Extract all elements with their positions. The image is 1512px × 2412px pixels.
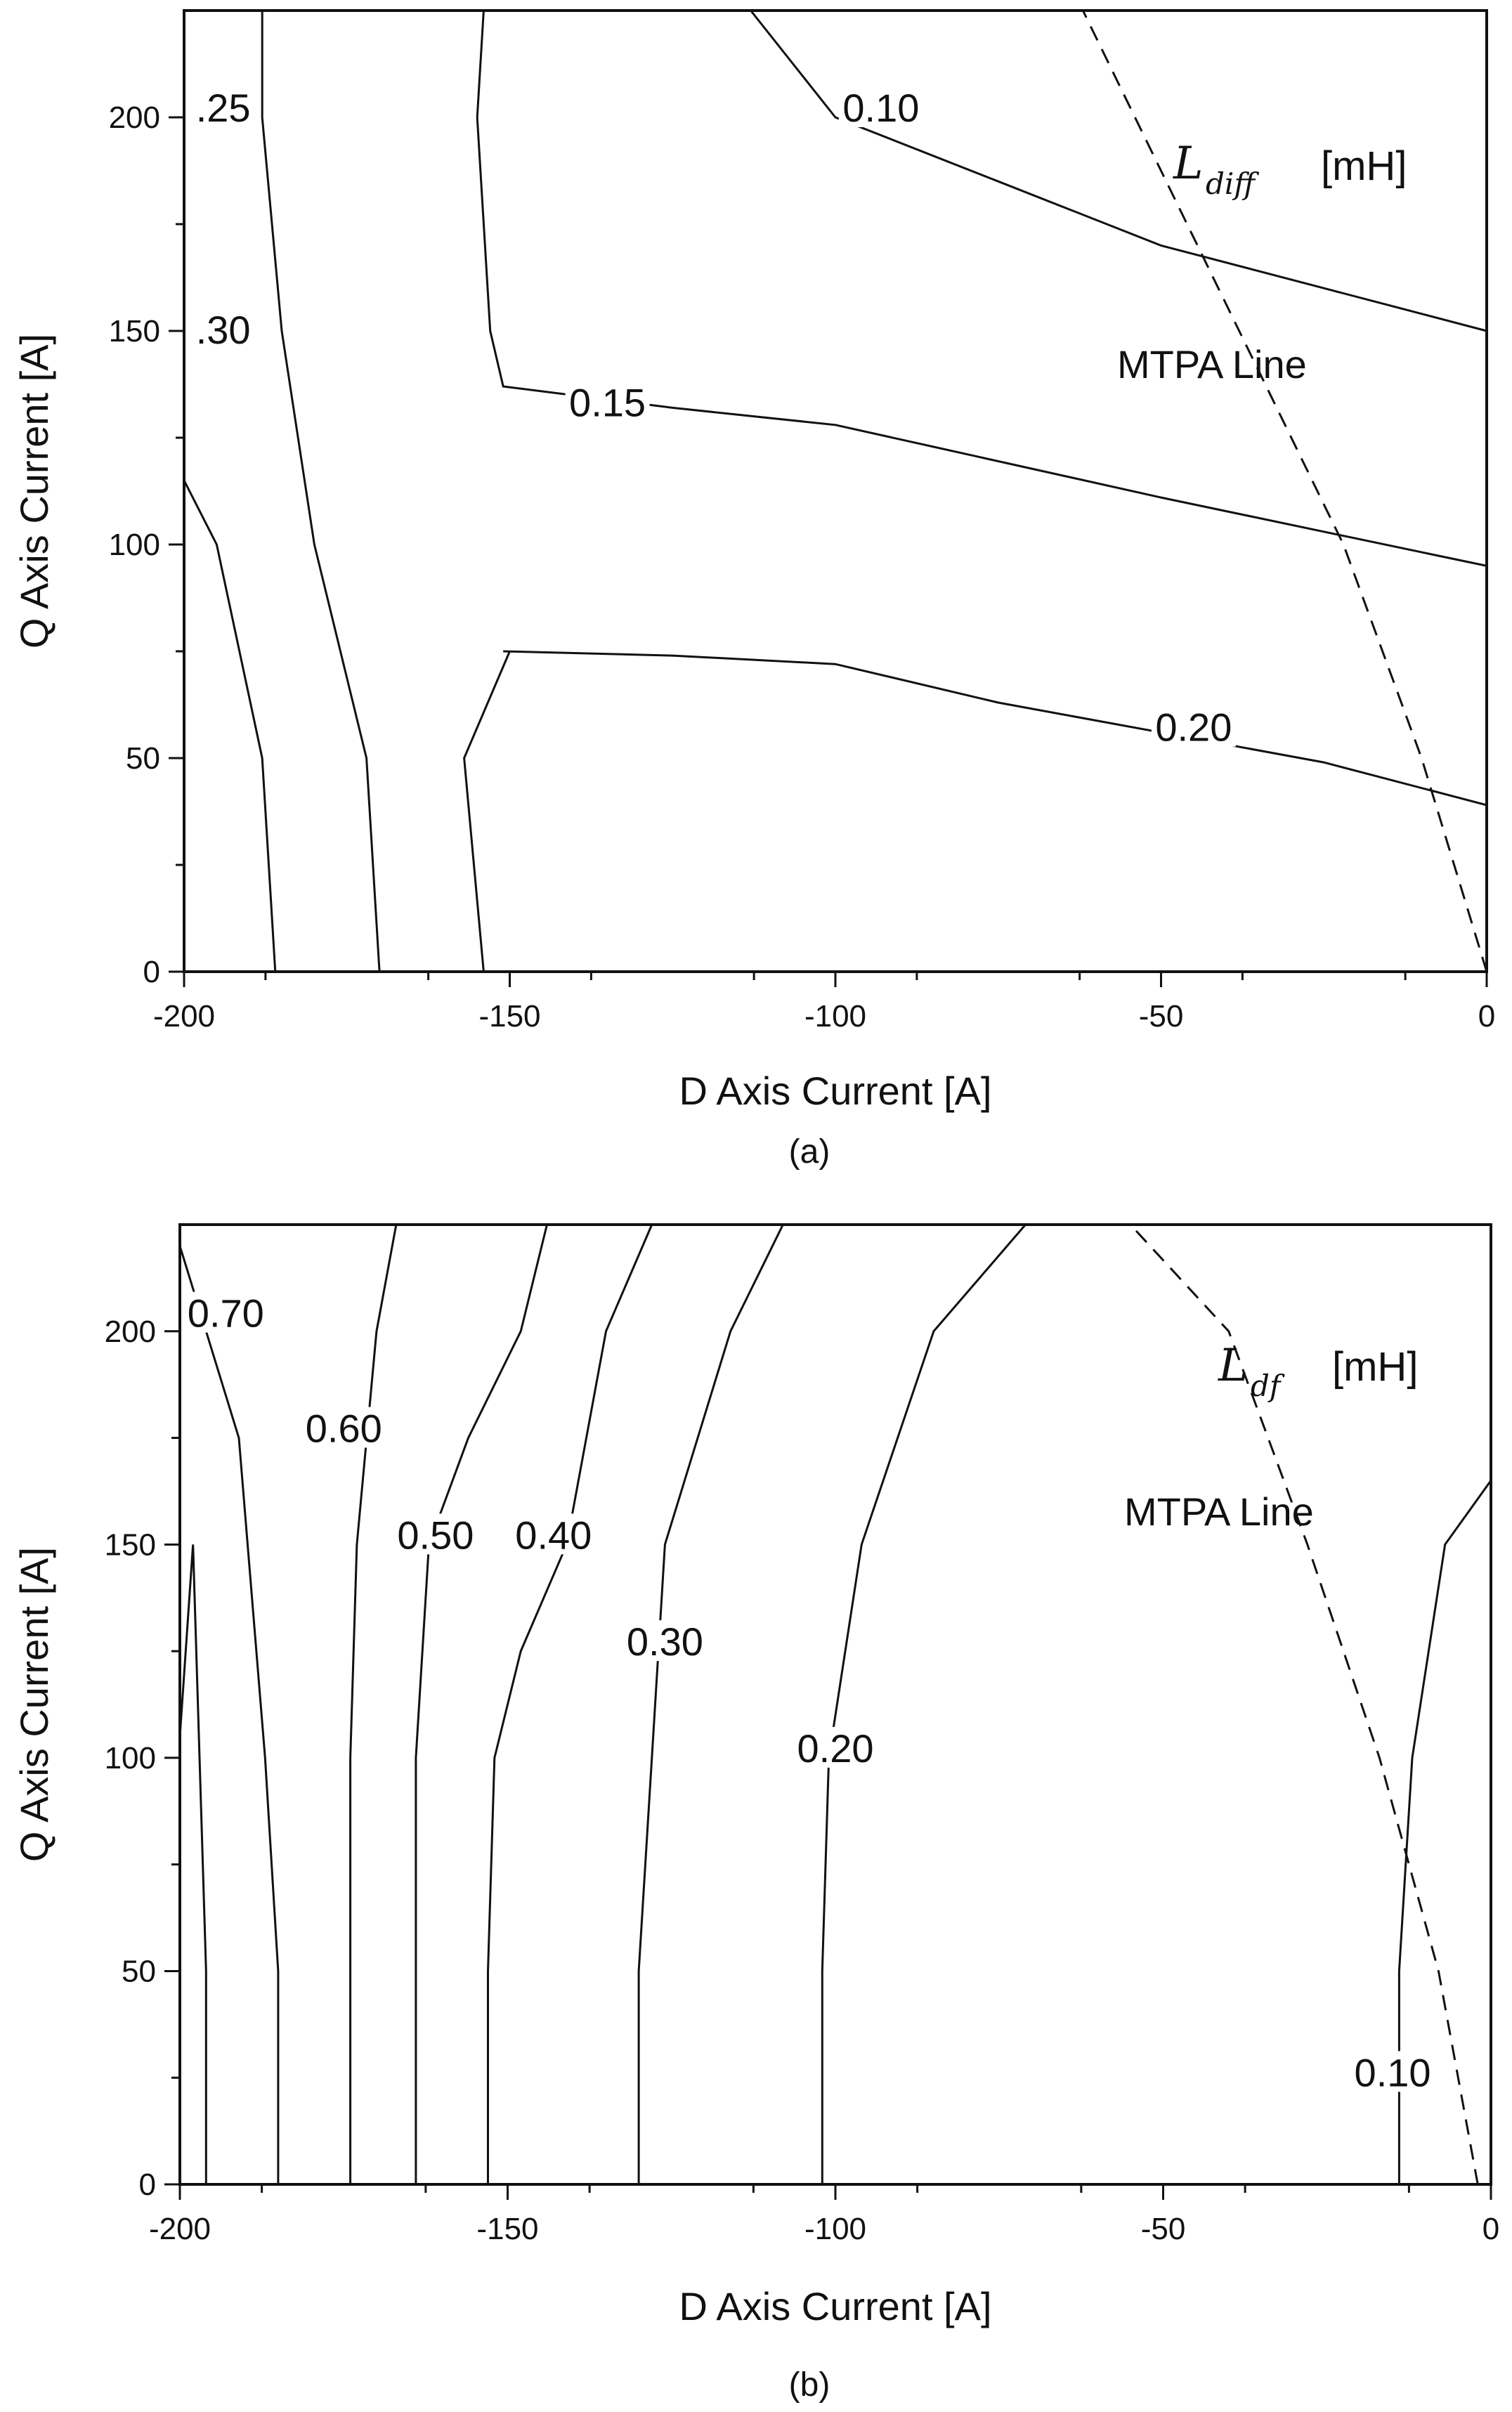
y-tick-label-b: 200 [105,1315,156,1349]
legend-subscript-a: diff [1206,167,1259,201]
contour-line-a-0 [750,10,1487,332]
contour-label-bg-a-6 [191,308,255,350]
contour-label-b-3: 0.40 [515,1513,592,1557]
contour-label-bg-a-0 [838,86,923,127]
mtpa-label-a: MTPA Line [1117,342,1307,386]
caption-a: (a) [789,1133,830,1171]
plot-frame-b [178,1223,1492,2186]
mtpa-line-b [1129,1223,1479,2185]
mtpa-dashed-line-b [1129,1223,1479,2185]
x-tick-label-a: -100 [804,999,866,1034]
contour-label-a-1: 0.15 [569,381,646,425]
x-axis-title-a: D Axis Current [A] [679,1069,991,1113]
y-axis-title-b: Q Axis Current [A] [12,1547,56,1862]
contour-label-bg-b-3 [511,1513,596,1555]
x-tick-label-a: 0 [1478,999,1495,1034]
contour-label-b-0: 0.70 [188,1291,264,1336]
y-tick-label-a: 0 [143,955,160,989]
contour-label-a-0: 0.10 [842,86,919,130]
contour-label-bg-b-0 [183,1291,268,1333]
mtpa-dashed-line-a [1081,10,1488,972]
contour-label-a-6: .30 [196,308,251,352]
y-tick-label-b: 100 [105,1741,156,1775]
contour-label-a-2: 0.20 [1155,705,1232,750]
contour-line-a-1 [476,10,1487,567]
contour-line-b-7 [1397,1480,1492,2184]
y-axis-title-a: Q Axis Current [A] [12,334,56,648]
contour-labels-a: 0.10 0.15 0.20 .25 .30 [191,86,1236,750]
contour-label-bg-b-4 [623,1620,708,1662]
legend-b: L df [mH] [1218,1340,1418,1403]
panel-b: -200 -150 -100 -50 0 0 50 100 150 200 0.70 0.60 0.5… [12,1223,1500,2404]
contour-line-b-2 [349,1224,398,2184]
contour-line-a-4 [261,11,381,972]
contour-line-b-6 [821,1224,1027,2184]
x-tick-label-b: -150 [476,2212,538,2246]
x-tick-label-b: -50 [1141,2212,1186,2246]
contour-line-a-2 [503,650,1487,807]
y-tick-label-a: 50 [126,741,160,776]
x-tick-label-b: 0 [1482,2212,1499,2246]
ticks-b: -200 -150 -100 -50 0 0 50 100 150 200 [105,1315,1500,2246]
contour-lines-a [183,10,1487,972]
ticks-a: -200 -150 -100 -50 0 0 50 100 150 200 [109,100,1496,1034]
x-tick-label-a: -50 [1139,999,1184,1034]
mtpa-line-a [1081,10,1488,972]
y-tick-label-a: 150 [109,314,160,348]
contour-label-bg-b-7 [1350,2051,1435,2092]
x-tick-label-b: -100 [804,2212,866,2246]
legend-subscript-b: df [1251,1369,1285,1403]
y-tick-label-a: 100 [109,528,160,562]
legend-symbol-a: L [1173,138,1204,190]
contour-label-bg-a-2 [1151,705,1236,747]
contour-labels-b: 0.70 0.60 0.50 0.40 0.30 0.20 0.10 [183,1291,1435,2094]
y-tick-label-b: 50 [122,1954,156,1988]
panel-a: -200 -150 -100 -50 0 0 50 100 150 200 0.10 0.15 0.2… [12,9,1496,1171]
contour-line-b-5 [637,1224,784,2184]
mtpa-label-b: MTPA Line [1124,1489,1314,1534]
contour-lines-b [178,1224,1492,2184]
y-tick-label-b: 150 [105,1527,156,1562]
contour-label-b-2: 0.50 [397,1513,474,1557]
contour-label-bg-b-2 [393,1513,478,1555]
x-tick-label-a: -150 [478,999,540,1034]
contour-line-b-1 [178,1245,280,2184]
contour-line-b-3 [415,1224,548,2184]
x-tick-label-a: -200 [153,999,215,1034]
contour-label-bg-b-1 [301,1407,386,1448]
contour-line-a-5 [183,480,277,972]
y-tick-label-b: 0 [139,2167,156,2202]
x-axis-title-b: D Axis Current [A] [679,2284,991,2328]
contour-label-b-5: 0.20 [797,1726,874,1771]
contour-label-bg-a-1 [565,381,650,422]
legend-unit-b: [mH] [1332,1344,1418,1390]
contour-label-b-4: 0.30 [627,1619,703,1664]
legend-symbol-b: L [1218,1340,1249,1392]
contour-line-b-4 [487,1224,653,2184]
contour-label-a-5: .25 [196,86,251,130]
legend-a: L diff [mH] [1173,138,1407,201]
contour-label-b-7: 0.10 [1355,2050,1431,2094]
y-tick-label-a: 200 [109,100,160,135]
caption-b: (b) [789,2366,830,2404]
contour-label-b-1: 0.60 [306,1407,382,1451]
x-tick-label-b: -200 [149,2212,211,2246]
contour-label-bg-b-5 [793,1726,878,1768]
plot-frame-a [183,9,1488,973]
contour-label-bg-a-5 [191,86,255,127]
contour-line-a-3 [463,651,511,972]
contour-line-b-0 [178,1544,207,2184]
legend-unit-a: [mH] [1321,143,1407,189]
